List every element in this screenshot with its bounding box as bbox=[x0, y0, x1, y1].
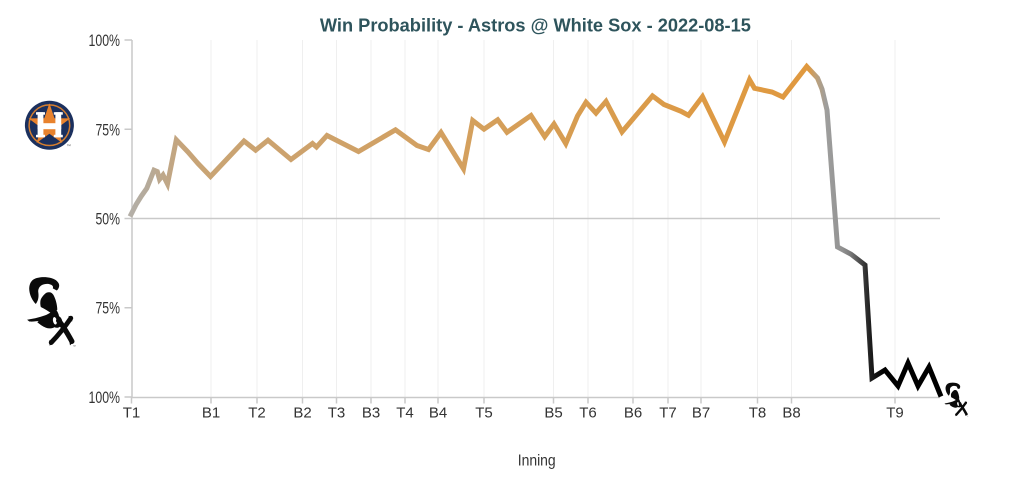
svg-text:™: ™ bbox=[67, 144, 72, 149]
svg-text:75%: 75% bbox=[96, 121, 121, 139]
svg-text:B4: B4 bbox=[429, 405, 447, 422]
svg-text:Win Probability - Astros @ Whi: Win Probability - Astros @ White Sox - 2… bbox=[320, 15, 751, 36]
svg-text:T6: T6 bbox=[579, 405, 597, 422]
svg-text:T8: T8 bbox=[749, 405, 767, 422]
svg-text:T5: T5 bbox=[475, 405, 493, 422]
svg-text:B6: B6 bbox=[624, 405, 642, 422]
svg-text:100%: 100% bbox=[89, 32, 121, 50]
svg-text:100%: 100% bbox=[89, 389, 121, 407]
svg-text:™: ™ bbox=[73, 345, 76, 349]
svg-text:Inning: Inning bbox=[518, 453, 556, 470]
svg-text:B5: B5 bbox=[544, 405, 562, 422]
svg-text:50%: 50% bbox=[96, 211, 121, 229]
svg-text:B8: B8 bbox=[782, 405, 800, 422]
svg-text:B1: B1 bbox=[202, 405, 220, 422]
svg-text:75%: 75% bbox=[96, 300, 121, 318]
svg-text:T2: T2 bbox=[248, 405, 266, 422]
svg-text:T1: T1 bbox=[123, 405, 141, 422]
svg-text:T4: T4 bbox=[396, 405, 414, 422]
svg-text:T3: T3 bbox=[328, 405, 346, 422]
svg-text:B2: B2 bbox=[293, 405, 311, 422]
svg-text:T9: T9 bbox=[886, 405, 904, 422]
svg-text:B7: B7 bbox=[692, 405, 710, 422]
svg-text:B3: B3 bbox=[362, 405, 380, 422]
svg-text:T7: T7 bbox=[659, 405, 677, 422]
